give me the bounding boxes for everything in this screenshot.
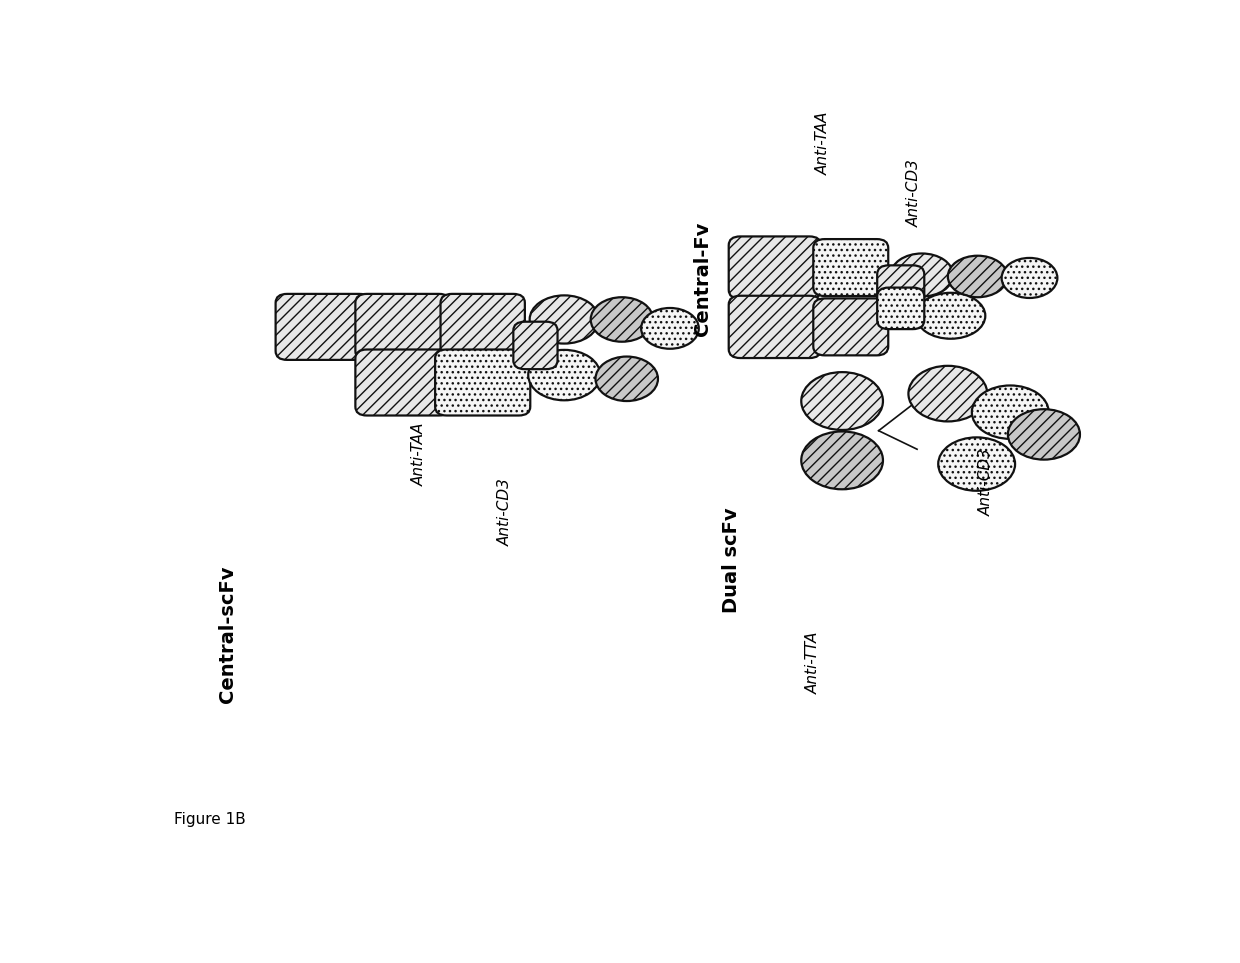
Text: Anti-TAA: Anti-TAA <box>412 423 427 486</box>
FancyBboxPatch shape <box>356 294 450 360</box>
FancyBboxPatch shape <box>435 350 531 415</box>
FancyBboxPatch shape <box>813 239 888 296</box>
Ellipse shape <box>909 366 987 422</box>
Text: Anti-CD3: Anti-CD3 <box>498 478 513 546</box>
FancyBboxPatch shape <box>729 296 821 358</box>
Ellipse shape <box>972 385 1049 439</box>
Ellipse shape <box>890 253 954 297</box>
FancyBboxPatch shape <box>729 237 821 299</box>
FancyBboxPatch shape <box>877 266 924 307</box>
Ellipse shape <box>1008 409 1080 459</box>
Ellipse shape <box>1002 258 1058 298</box>
Text: Anti-CD3: Anti-CD3 <box>906 159 921 226</box>
Text: Anti-TAA: Anti-TAA <box>816 112 831 175</box>
Ellipse shape <box>916 293 986 339</box>
Ellipse shape <box>801 372 883 429</box>
FancyBboxPatch shape <box>877 288 924 329</box>
FancyBboxPatch shape <box>356 350 450 415</box>
FancyBboxPatch shape <box>813 299 888 355</box>
Ellipse shape <box>947 256 1007 298</box>
FancyBboxPatch shape <box>513 322 558 369</box>
Ellipse shape <box>528 350 600 401</box>
FancyBboxPatch shape <box>440 294 525 360</box>
Text: Anti-TTA: Anti-TTA <box>806 632 821 694</box>
Text: Central-scFv: Central-scFv <box>217 566 237 703</box>
Ellipse shape <box>801 431 883 489</box>
Ellipse shape <box>529 296 599 344</box>
Ellipse shape <box>641 308 699 349</box>
Text: Anti-CD3: Anti-CD3 <box>978 448 993 516</box>
Text: Figure 1B: Figure 1B <box>174 813 246 827</box>
FancyBboxPatch shape <box>275 294 371 360</box>
Ellipse shape <box>595 356 658 401</box>
Text: Dual scFv: Dual scFv <box>722 508 742 613</box>
Ellipse shape <box>939 437 1016 491</box>
Ellipse shape <box>590 298 653 342</box>
Text: Central-Fv: Central-Fv <box>693 221 712 336</box>
